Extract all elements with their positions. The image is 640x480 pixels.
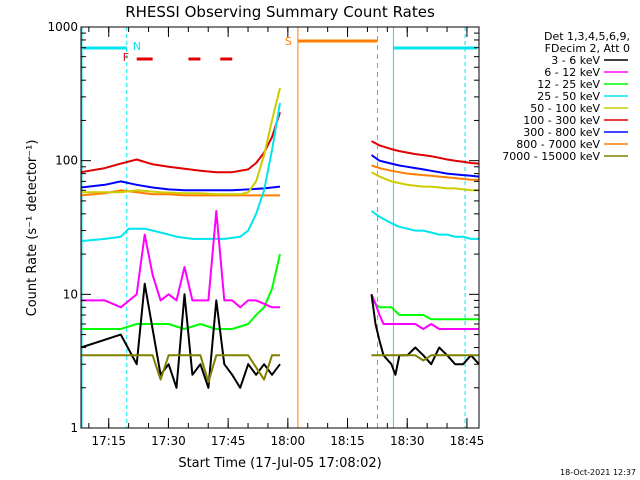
x-tick-label-0: 17:15 <box>91 434 126 448</box>
legend-label-5: 100 - 300 keV <box>523 114 600 127</box>
y-tick-label-1: 10 <box>63 287 78 301</box>
y-tick-label-3: 1000 <box>47 20 78 34</box>
plot-frame <box>80 26 480 429</box>
x-tick-label-5: 18:30 <box>390 434 425 448</box>
y-axis-label: Count Rate (s⁻¹ detector⁻¹) <box>25 140 40 317</box>
series-line-0-seg-1 <box>370 294 480 376</box>
series-line-6-seg-0 <box>80 180 281 192</box>
series-line-8-seg-1 <box>371 354 479 362</box>
series-line-5-seg-1 <box>371 140 480 165</box>
legend-header-line-1: Det 1,3,4,5,6,9, <box>544 30 630 43</box>
y-axis: 1 10 100 1000 <box>47 20 479 435</box>
night-marker-label: N <box>133 40 141 53</box>
series-line-5-seg-0 <box>80 111 281 174</box>
x-tick-label-2: 17:45 <box>211 434 246 448</box>
flag-markers: NF S <box>81 27 477 428</box>
y-tick-label-2: 100 <box>55 154 78 168</box>
x-axis: 17:15 17:30 17:45 18:00 18:15 18:30 18:45 <box>88 27 485 448</box>
series-line-8-seg-0 <box>81 354 280 384</box>
legend-label-4: 50 - 100 keV <box>530 102 600 115</box>
legend-header-line-2: FDecim 2, Att 0 <box>545 42 630 55</box>
series-line-1-seg-0 <box>81 210 280 309</box>
series-line-7-seg-1 <box>371 164 479 181</box>
series-line-7-seg-0 <box>80 189 280 197</box>
legend-label-7: 800 - 7000 keV <box>516 138 600 151</box>
timestamp: 18-Oct-2021 12:37 <box>560 468 636 477</box>
legend: Det 1,3,4,5,6,9, FDecim 2, Att 0 3 - 6 k… <box>502 30 630 163</box>
x-tick-label-3: 18:00 <box>271 434 306 448</box>
legend-label-6: 300 - 800 keV <box>523 126 600 139</box>
saa-marker-label: S <box>285 35 292 48</box>
series-line-4-seg-0 <box>81 87 281 196</box>
y-tick-label-0: 1 <box>70 421 78 435</box>
series-line-3-seg-0 <box>80 102 281 243</box>
x-tick-label-6: 18:45 <box>450 434 485 448</box>
legend-label-2: 12 - 25 keV <box>537 78 600 91</box>
legend-label-0: 3 - 6 keV <box>551 54 600 67</box>
chart-title: RHESSI Observing Summary Count Rates <box>125 3 435 21</box>
legend-label-3: 25 - 50 keV <box>537 90 600 103</box>
series-line-6-seg-1 <box>370 154 480 178</box>
series-line-3-seg-1 <box>370 210 479 240</box>
legend-label-8: 7000 - 15000 keV <box>502 150 600 163</box>
series-line-4-seg-1 <box>371 171 479 192</box>
series-lines <box>80 87 480 389</box>
flare-marker-label: F <box>123 51 129 64</box>
x-tick-label-1: 17:30 <box>151 434 186 448</box>
series-line-2-seg-1 <box>370 299 479 321</box>
legend-label-1: 6 - 12 keV <box>544 66 600 79</box>
series-line-0-seg-0 <box>80 282 281 389</box>
series-line-2-seg-0 <box>81 253 281 330</box>
x-tick-label-4: 18:15 <box>330 434 365 448</box>
series-line-1-seg-1 <box>370 293 479 330</box>
x-axis-label: Start Time (17-Jul-05 17:08:02) <box>178 456 381 471</box>
